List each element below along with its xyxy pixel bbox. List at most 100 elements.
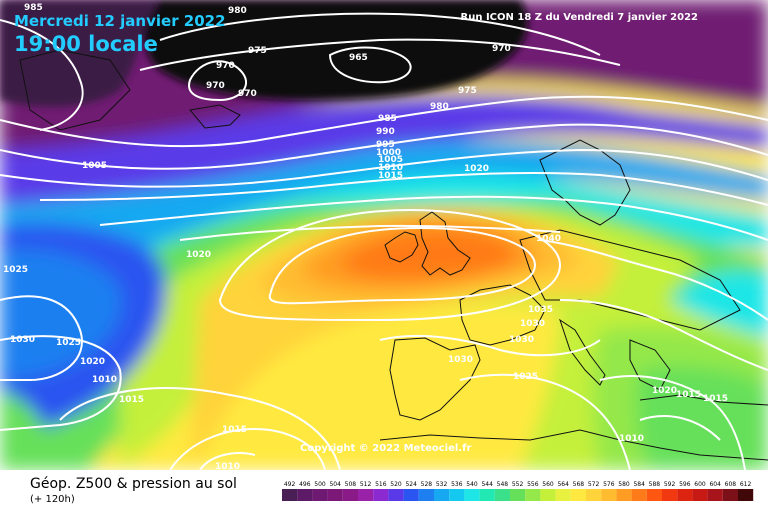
legend-tick-label: 548 (497, 481, 509, 488)
france-outline (459, 284, 546, 346)
isobar-label: 980 (430, 102, 449, 112)
geopotential-field: 980 975 970 970 970 965 970 975 980 985 … (0, 0, 768, 470)
legend-swatch (586, 489, 602, 501)
legend-tick-label: 560 (542, 481, 554, 488)
legend-swatch (373, 489, 389, 501)
legend-tick-label: 580 (618, 481, 630, 488)
model-run-info: Run ICON 18 Z du Vendredi 7 janvier 2022 (460, 12, 698, 23)
isobar-label: 980 (228, 6, 247, 16)
legend-tick-label: 584 (633, 481, 645, 488)
isobar-label: 985 (378, 114, 397, 124)
deep-low-core (0, 0, 528, 107)
legend-tick-label: 504 (329, 481, 341, 488)
legend-swatch (342, 489, 358, 501)
legend-tick-label: 556 (527, 481, 539, 488)
forecast-lead-time: (+ 120h) (30, 494, 75, 505)
isobar-label: 1015 (703, 394, 728, 404)
greenland-outline (19, 49, 131, 131)
forecast-time: 19:00 locale (14, 32, 158, 56)
legend-tick-label: 524 (405, 481, 417, 488)
legend-tick-label: 576 (603, 481, 615, 488)
ireland-outline (384, 231, 419, 263)
balkans-outline (629, 339, 671, 391)
legend-swatch (722, 489, 738, 501)
isobar-label: 1030 (509, 335, 534, 345)
legend-tick-label: 520 (390, 481, 402, 488)
legend-swatch (282, 489, 298, 501)
isobar-label: 1010 (619, 434, 644, 444)
isobars (0, 12, 768, 470)
isobar-label: 1010 (215, 462, 240, 470)
map-title: Géop. Z500 & pression au sol (30, 476, 237, 492)
isobar-label: 1015 (222, 425, 247, 435)
isobar-label: 1020 (464, 164, 489, 174)
color-legend: 492 496 500 504 508 512 516 520 524 528 532 536 540 5… (282, 481, 754, 501)
legend-swatch (631, 489, 647, 501)
forecast-date: Mercredi 12 janvier 2022 (14, 12, 226, 30)
iceland-outline (189, 104, 241, 129)
legend-swatch (707, 489, 723, 501)
isobar-label: 1010 (92, 375, 117, 385)
legend-tick-label: 552 (512, 481, 524, 488)
isobar-label: 970 (216, 61, 235, 71)
legend-swatch (646, 489, 662, 501)
legend-swatch (403, 489, 419, 501)
legend-tick-label: 496 (299, 481, 311, 488)
legend-tick-label: 528 (421, 481, 433, 488)
legend-swatch (388, 489, 404, 501)
legend-swatch (327, 489, 343, 501)
legend-swatch (297, 489, 313, 501)
isobar-label: 1025 (3, 265, 28, 275)
legend-tick-label: 540 (466, 481, 478, 488)
legend-tick-label: 604 (709, 481, 721, 488)
isobar-label: 1010 (378, 163, 403, 173)
isobar-label: 1030 (448, 355, 473, 365)
legend-swatch (464, 489, 480, 501)
isobar-label: 1040 (536, 234, 561, 244)
isobar-label: 1030 (10, 335, 35, 345)
isobar-label: 1005 (378, 155, 403, 165)
legend-tick-label: 612 (740, 481, 752, 488)
isobar-label: 975 (248, 46, 267, 56)
coastlines (19, 49, 768, 461)
legend-tick-label: 592 (664, 481, 676, 488)
legend-tick-label: 564 (557, 481, 569, 488)
isobar-labels: 980 975 970 970 970 965 970 975 980 985 … (3, 3, 728, 470)
legend-swatch (601, 489, 617, 501)
isobar-label: 995 (376, 140, 395, 150)
legend-tick-label: 588 (649, 481, 661, 488)
legend-tick-label: 500 (314, 481, 326, 488)
isobar-label: 970 (238, 89, 257, 99)
isobar-label: 970 (492, 44, 511, 54)
weather-map: 980 975 970 970 970 965 970 975 980 985 … (0, 0, 768, 470)
legend-swatch (677, 489, 693, 501)
legend-swatch (434, 489, 450, 501)
legend-swatch (525, 489, 541, 501)
iberia-outline (389, 337, 481, 421)
isobar-label: 1030 (520, 319, 545, 329)
legend-tick-label: 608 (725, 481, 737, 488)
legend-swatch (312, 489, 328, 501)
legend-tick-label: 516 (375, 481, 387, 488)
isobar-label: 975 (458, 86, 477, 96)
isobar-label: 1020 (80, 357, 105, 367)
legend-tick-label: 536 (451, 481, 463, 488)
legend-swatch (418, 489, 434, 501)
legend-swatch (662, 489, 678, 501)
great-britain-outline (419, 211, 471, 276)
legend-tick-label: 512 (360, 481, 372, 488)
legend-swatch (555, 489, 571, 501)
isobar-label: 1025 (56, 338, 81, 348)
isobar-label: 1015 (119, 395, 144, 405)
legend-tick-label: 596 (679, 481, 691, 488)
isobar-label: 1015 (676, 390, 701, 400)
legend-swatch (358, 489, 374, 501)
legend-tick-label: 492 (284, 481, 296, 488)
turkey-outline (639, 394, 768, 406)
legend-swatch (479, 489, 495, 501)
isobar-label: 1005 (82, 161, 107, 171)
isobar-label: 1000 (376, 148, 401, 158)
legend-tick-label: 568 (573, 481, 585, 488)
legend-tick-label: 544 (481, 481, 493, 488)
isobar-label: 1025 (513, 372, 538, 382)
